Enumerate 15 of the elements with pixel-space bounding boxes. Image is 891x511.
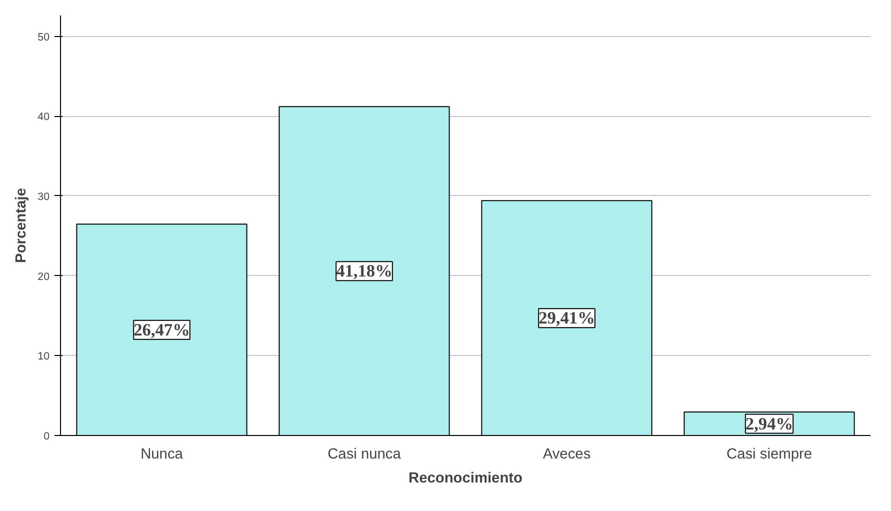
data-label: 29,41%	[538, 308, 595, 328]
data-label: 2,94%	[745, 414, 794, 434]
y-axis-title: Porcentaje	[14, 188, 30, 263]
x-axis-title: Reconocimiento	[408, 470, 523, 486]
y-tick-label: 30	[38, 190, 50, 203]
x-tick-label: Casi nunca	[328, 446, 402, 462]
x-tick-label: Aveces	[542, 446, 591, 462]
data-label: 26,47%	[134, 320, 190, 340]
y-tick-label: 0	[44, 430, 50, 442]
x-tick-label: Nunca	[140, 446, 184, 462]
y-tick-label: 40	[38, 111, 50, 124]
y-tick-label: 10	[38, 350, 50, 363]
y-tick-label: 20	[38, 270, 50, 283]
x-tick-label: Casi siempre	[726, 446, 812, 462]
y-tick-label: 50	[38, 31, 50, 44]
